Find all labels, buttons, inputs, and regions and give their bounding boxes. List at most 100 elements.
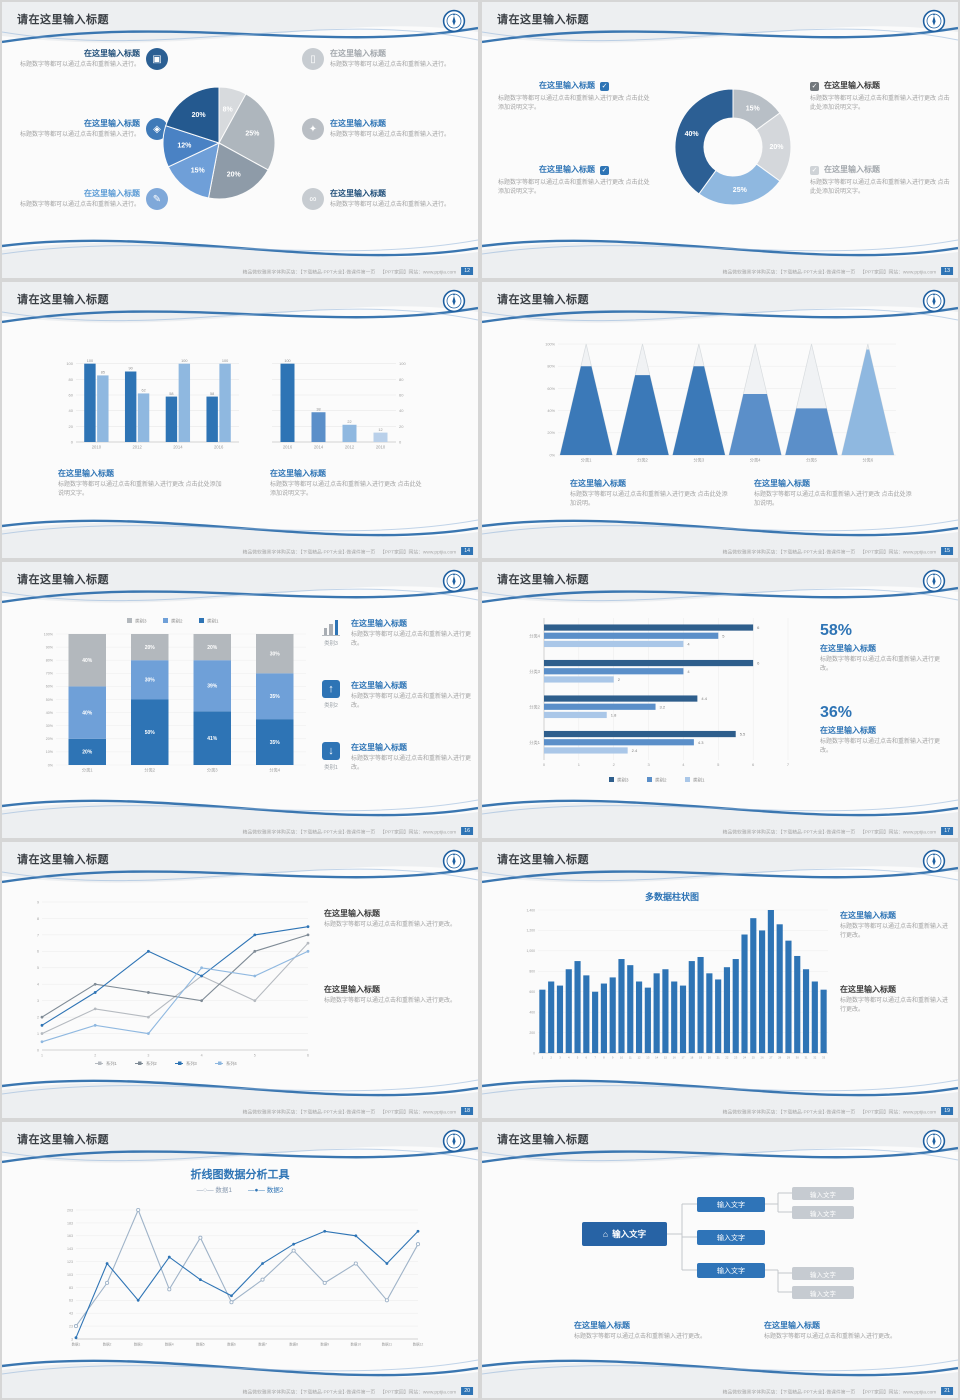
item-text: 标题数字等都可以通过点击和重新输入进行。 <box>19 132 140 138</box>
svg-text:29: 29 <box>787 1056 791 1060</box>
slide-footer: 精品微软雅黑字体购买店：【下载精品·PPT大全】·做课件第一页 【PPT家园】网… <box>722 827 953 835</box>
slide-19-thumbnail[interactable]: 请在这里输入标题 多数据柱状图 0 200 400 600 800 1,000 1,200 1… <box>480 840 960 1120</box>
svg-text:90%: 90% <box>46 645 54 649</box>
svg-text:50%: 50% <box>145 730 156 736</box>
caption-block: 在这里输入标题 标题数字等都可以通过点击和重新输入进行更改。 <box>324 908 466 930</box>
svg-text:2.4: 2.4 <box>632 748 638 753</box>
slide-20-thumbnail[interactable]: 请在这里输入标题 折线图数据分析工具 —○— 数据1 —●— 数据2 3 23 43… <box>0 1120 480 1400</box>
svg-text:13: 13 <box>646 1056 650 1060</box>
svg-text:20%: 20% <box>82 750 93 756</box>
item-title: 在这里输入标题 <box>840 985 896 994</box>
svg-text:2: 2 <box>94 1054 96 1058</box>
svg-text:63: 63 <box>69 1299 73 1303</box>
item-text: 标题数字等都可以通过点击和重新输入进行更改。 <box>324 998 457 1004</box>
svg-text:6: 6 <box>307 1054 309 1058</box>
slide-title: 请在这里输入标题 <box>497 1134 589 1146</box>
footer-left-text: 精品微软雅黑字体购买店：【下载精品·PPT大全】·做课件第一页 <box>722 829 855 835</box>
svg-text:10: 10 <box>620 1056 624 1060</box>
item-title: 在这里输入标题 <box>764 1321 820 1330</box>
svg-text:5.5: 5.5 <box>740 732 746 737</box>
svg-text:3: 3 <box>559 1056 561 1060</box>
svg-text:60%: 60% <box>547 387 555 391</box>
lock-icon: ✦ <box>302 118 324 140</box>
item-text: 标题数字等都可以通过点击和重新输入进行更改。 <box>574 1334 707 1340</box>
pie-chart: 8% 25% 20% 15% 12% 20% <box>162 86 276 200</box>
slide-17-thumbnail[interactable]: 请在这里输入标题 0 1 2 3 4 5 6 7 6 5 4 分类4 6 4 2 分类3 4.4 3.2 1.8 分类… <box>480 560 960 840</box>
school-logo-icon <box>922 1129 946 1153</box>
slide-12-thumbnail[interactable]: 请在这里输入标题 在这里输入标题 标题数字等都可以通过点击和重新输入进行。 ▣ … <box>0 0 480 280</box>
page-number: 21 <box>940 1387 953 1395</box>
feature-item: ✦ 在这里输入标题 标题数字等都可以通过点击和重新输入进行。 <box>302 118 468 140</box>
caption-block: 在这里输入标题 标题数字等都可以通过点击和重新输入进行更改。 <box>840 984 952 1015</box>
svg-text:14: 14 <box>655 1056 659 1060</box>
svg-text:80: 80 <box>399 377 404 382</box>
svg-text:143: 143 <box>67 1247 73 1251</box>
svg-text:183: 183 <box>67 1221 73 1225</box>
svg-text:40%: 40% <box>82 710 93 716</box>
svg-text:15%: 15% <box>191 168 206 175</box>
stat-block: 36% 在这里输入标题 标题数字等都可以通过点击和重新输入进行更改。 <box>820 704 950 756</box>
svg-text:0: 0 <box>399 440 402 445</box>
footer-left-text: 精品微软雅黑字体购买店：【下载精品·PPT大全】·做课件第一页 <box>722 1109 855 1115</box>
item-text: 标题数字等都可以通过点击和重新输入进行更改 点击此处添加说明文字。 <box>810 180 950 195</box>
caption-block: 在这里输入标题 标题数字等都可以通过点击和重新输入进行更改。 <box>324 984 466 1006</box>
item-title: 在这里输入标题 <box>351 743 407 752</box>
stat-percent: 36% <box>820 704 853 721</box>
svg-text:38: 38 <box>316 407 320 411</box>
svg-text:1,000: 1,000 <box>527 949 536 953</box>
svg-text:100%: 100% <box>44 632 54 636</box>
page-number: 14 <box>460 547 473 555</box>
slide-16-thumbnail[interactable]: 请在这里输入标题 类别3 类别2 类别1 0% 10% 20% 30% 40% 50% 60% 70… <box>0 560 480 840</box>
slide-15-thumbnail[interactable]: 请在这里输入标题 0% 20% 40% 60% 80% 100% 分类1 分类2 分类3 分类4 分… <box>480 280 960 560</box>
svg-text:20%: 20% <box>145 645 156 651</box>
category-item: ↓ 类别1 在这里输入标题 标题数字等都可以通过点击和重新输入进行更改。 <box>318 742 474 773</box>
svg-text:31: 31 <box>804 1056 808 1060</box>
svg-text:分类1: 分类1 <box>529 739 540 746</box>
svg-text:1,400: 1,400 <box>527 908 536 912</box>
svg-text:数据8: 数据8 <box>289 1342 298 1347</box>
svg-text:数据4: 数据4 <box>165 1342 174 1347</box>
checkbox-icon: ✓ <box>600 166 609 175</box>
chart-title: 折线图数据分析工具 <box>190 1169 290 1181</box>
svg-text:50%: 50% <box>46 698 54 702</box>
org-root-node: ⌂ 输入文字 <box>582 1222 667 1246</box>
org-child-node: 输入文字 <box>697 1230 765 1245</box>
slide-14-thumbnail[interactable]: 请在这里输入标题 0 20 40 60 80 100 100 85 2010 90 62 2012 58… <box>0 280 480 560</box>
item-text: 标题数字等都可以通过点击和重新输入进行。 <box>19 202 140 208</box>
svg-text:100: 100 <box>222 359 228 363</box>
svg-text:83: 83 <box>69 1286 73 1290</box>
slide-footer: 精品微软雅黑字体购买店：【下载精品·PPT大全】·做课件第一页 【PPT家园】网… <box>722 547 953 555</box>
slide-footer: 精品微软雅黑字体购买店：【下载精品·PPT大全】·做课件第一页 【PPT家园】网… <box>242 547 473 555</box>
svg-text:30%: 30% <box>145 678 156 684</box>
item-title: 在这里输入标题 <box>84 119 140 128</box>
item-text: 标题数字等都可以通过点击和重新输入进行更改。 <box>324 922 457 928</box>
item-title: 在这里输入标题 <box>824 81 880 90</box>
item-text: 标题数字等都可以通过点击和重新输入进行更改 点击此处添加说明文字。 <box>498 96 650 111</box>
footer-left-text: 精品微软雅黑字体购买店：【下载精品·PPT大全】·做课件第一页 <box>242 1109 375 1115</box>
svg-text:分类4: 分类4 <box>529 633 540 640</box>
slide-21-thumbnail[interactable]: 请在这里输入标题 ⌂ 输入文字 输入文字 输入文字 输入文字 输入文字 输入文字… <box>480 1120 960 1400</box>
slide-title: 请在这里输入标题 <box>17 14 109 26</box>
category-item: ↑ 类别2 在这里输入标题 标题数字等都可以通过点击和重新输入进行更改。 <box>318 680 474 711</box>
svg-text:3: 3 <box>647 762 650 767</box>
org-leaf-node: 输入文字 <box>792 1187 854 1200</box>
svg-text:3: 3 <box>147 1054 149 1058</box>
svg-text:163: 163 <box>67 1234 73 1238</box>
item-text: 标题数字等都可以通过点击和重新输入进行更改。 <box>820 739 941 754</box>
legend-series-1: —○— 数据1 <box>196 1187 232 1194</box>
svg-text:100: 100 <box>181 359 187 363</box>
slide-13-thumbnail[interactable]: 请在这里输入标题 在这里输入标题 ✓ 标题数字等都可以通过点击和重新输入进行更改… <box>480 0 960 280</box>
computer-icon: ▣ <box>146 48 168 70</box>
slide-18-thumbnail[interactable]: 请在这里输入标题 0 1 2 3 4 5 6 7 8 9 1 2 3 4 5 6 系列1 系列2 系列3 系列4 在这… <box>0 840 480 1120</box>
svg-text:数据11: 数据11 <box>382 1342 392 1347</box>
svg-text:2014: 2014 <box>173 445 183 450</box>
checklist-item: 在这里输入标题 ✓ 标题数字等都可以通过点击和重新输入进行更改 点击此处添加说明… <box>498 164 650 197</box>
school-logo-icon <box>442 9 466 33</box>
checkbox-icon: ✓ <box>600 82 609 91</box>
item-text: 标题数字等都可以通过点击和重新输入进行更改 点击此处添加说明文字。 <box>58 482 222 497</box>
org-child-node: 输入文字 <box>697 1197 765 1212</box>
svg-text:6: 6 <box>37 950 39 954</box>
checklist-item: ✓ 在这里输入标题 标题数字等都可以通过点击和重新输入进行更改 点击此处添加说明… <box>810 80 950 113</box>
svg-text:系列3: 系列3 <box>186 1060 197 1067</box>
